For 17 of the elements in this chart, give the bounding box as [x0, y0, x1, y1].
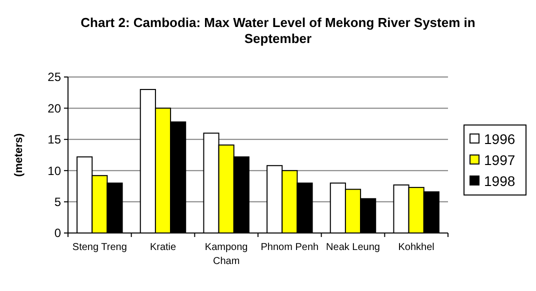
y-tick-label: 5 — [54, 195, 62, 209]
y-tick-label: 20 — [48, 101, 62, 116]
x-tick-label: Phnom Penh — [260, 242, 319, 253]
x-tick-label: Kampong Cham — [204, 242, 248, 267]
x-tick-label: Kratie — [150, 242, 176, 253]
y-tick-label: 25 — [48, 70, 62, 84]
y-axis-title: (meters) — [13, 132, 25, 177]
chart-title: Chart 2: Cambodia: Max Water Level of Mekong River System in September — [80, 15, 476, 46]
x-tick-label: Steng Treng — [72, 242, 127, 253]
y-tick-label: 15 — [48, 132, 62, 147]
y-tick-label: 10 — [48, 164, 62, 178]
x-tick-label: Kohkhel — [398, 242, 434, 253]
legend-label: 1996 — [484, 130, 516, 147]
y-tick-label: 0 — [54, 226, 62, 240]
legend-label: 1997 — [484, 152, 516, 168]
x-tick-label: Neak Leung — [326, 242, 380, 253]
legend-label: 1998 — [484, 172, 516, 189]
